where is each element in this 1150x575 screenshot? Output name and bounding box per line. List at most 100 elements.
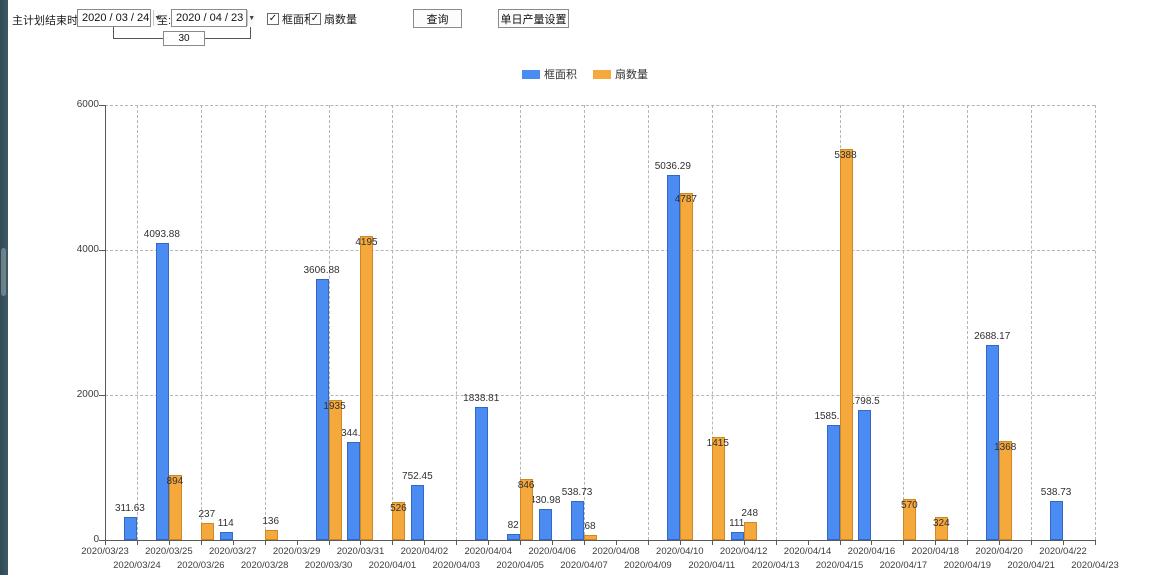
vertical-gridline	[1095, 105, 1096, 540]
legend-swatch	[593, 69, 611, 79]
x-axis-tick	[839, 541, 841, 545]
bracket-line	[113, 27, 114, 39]
bar-value-label: 5036.29	[654, 161, 691, 172]
chart-bar	[155, 243, 169, 540]
x-axis-tick	[392, 541, 394, 545]
bar-value-label: 526	[390, 503, 407, 514]
chart-bar	[571, 501, 585, 540]
panel-handle[interactable]	[1, 248, 6, 296]
x-tick-label: 2020/03/26	[177, 560, 225, 571]
legend-item: 框面积	[522, 66, 577, 82]
x-axis-tick	[520, 541, 522, 545]
x-tick-label: 2020/03/30	[304, 560, 353, 571]
dropdown-arrow-icon[interactable]: ▼	[247, 10, 256, 26]
x-axis-tick	[360, 541, 362, 545]
frame-area-checkbox[interactable]: ✓ 框面积	[267, 11, 315, 27]
y-tick-label: 6000	[76, 99, 99, 110]
vertical-gridline	[1031, 105, 1033, 540]
x-tick-label: 2020/04/04	[464, 546, 512, 557]
vertical-gridline	[967, 105, 969, 540]
vertical-gridline	[392, 105, 394, 540]
interval-days-input[interactable]	[163, 31, 205, 46]
fan-count-checkbox-label: 扇数量	[324, 14, 357, 26]
bar-value-label: 538.73	[561, 487, 593, 498]
legend-label: 框面积	[544, 69, 577, 81]
x-axis-tick	[999, 541, 1001, 545]
x-tick-label: 2020/04/23	[1071, 560, 1119, 571]
bracket-line	[205, 38, 251, 39]
y-axis-tick	[99, 105, 105, 106]
bar-value-label: 2688.17	[974, 331, 1011, 342]
x-tick-label: 2020/03/29	[272, 546, 321, 557]
date-from-picker[interactable]: 2020 / 03 / 24 ▼	[77, 9, 162, 27]
x-axis-tick	[136, 541, 138, 545]
x-axis-tick	[871, 541, 873, 545]
chart-bar	[679, 193, 693, 540]
bar-value-label: 324	[932, 518, 950, 529]
y-axis-tick	[99, 395, 105, 396]
vertical-gridline	[584, 105, 586, 540]
query-button[interactable]: 查询	[413, 9, 462, 28]
chart-bar	[347, 442, 361, 540]
vertical-gridline	[264, 105, 266, 540]
x-tick-label: 2020/04/01	[368, 560, 417, 571]
bar-value-label: 538.73	[1040, 487, 1072, 498]
bar-value-label: 68	[584, 521, 596, 532]
chart-bar	[520, 479, 534, 540]
x-tick-label: 2020/04/07	[560, 560, 608, 571]
chart-bar	[328, 400, 342, 540]
x-axis-tick	[328, 541, 330, 545]
horizontal-gridline	[105, 105, 1095, 106]
x-axis-tick	[935, 541, 937, 545]
checkbox-check-icon: ✓	[267, 13, 279, 25]
x-tick-label: 2020/04/06	[528, 546, 576, 557]
vertical-gridline	[200, 105, 202, 540]
bar-value-label: 846	[517, 480, 535, 491]
bar-value-label: 1838.81	[463, 393, 500, 404]
x-axis-tick	[1095, 541, 1096, 545]
bar-value-label: 752.45	[402, 471, 433, 482]
bar-value-label: 1798.5	[849, 396, 880, 407]
fan-count-checkbox[interactable]: ✓ 扇数量	[309, 11, 357, 27]
chart-bar	[858, 410, 872, 540]
y-axis-tick	[99, 540, 105, 541]
vertical-gridline	[456, 105, 458, 540]
chart-bar	[711, 437, 725, 540]
x-tick-label: 2020/04/05	[496, 560, 544, 571]
date-from-value: 2020 / 03 / 24	[82, 12, 150, 24]
legend-item: 扇数量	[593, 66, 648, 82]
chart-bar	[743, 522, 757, 540]
x-tick-label: 2020/03/24	[113, 560, 161, 571]
to-label: 至:	[157, 15, 172, 27]
window-edge-strip	[0, 0, 8, 575]
bar-value-label: 1585.96	[814, 411, 851, 422]
chart-bar	[411, 485, 425, 540]
x-tick-label: 2020/04/20	[975, 546, 1023, 557]
chart-bar	[315, 279, 329, 540]
x-axis-tick	[1063, 541, 1065, 545]
bar-value-label: 4195	[355, 237, 378, 248]
x-axis-tick	[105, 541, 106, 545]
x-axis-tick	[967, 541, 969, 545]
chart-bar	[475, 407, 489, 540]
daily-output-settings-button[interactable]: 单日产量设置	[498, 9, 569, 28]
x-tick-label: 2020/04/14	[783, 546, 832, 557]
bar-value-label: 5388	[834, 150, 857, 161]
vertical-gridline	[136, 105, 138, 540]
horizontal-gridline	[105, 250, 1095, 251]
x-axis	[105, 540, 1096, 541]
date-to-picker[interactable]: 2020 / 04 / 23 ▼	[171, 9, 256, 27]
x-axis-tick	[488, 541, 490, 545]
vertical-gridline	[647, 105, 649, 540]
dropdown-arrow-icon[interactable]: ▼	[153, 10, 162, 26]
x-tick-label: 2020/03/23	[81, 546, 129, 557]
x-axis-tick	[232, 541, 234, 545]
x-axis-tick	[296, 541, 298, 545]
x-tick-label: 2020/03/28	[240, 560, 289, 571]
x-tick-label: 2020/04/10	[656, 546, 704, 557]
bar-value-label: 4093.88	[143, 229, 180, 240]
x-tick-label: 2020/04/08	[592, 546, 640, 557]
x-axis-tick	[424, 541, 426, 545]
horizontal-gridline	[105, 395, 1095, 396]
vertical-gridline	[328, 105, 330, 540]
